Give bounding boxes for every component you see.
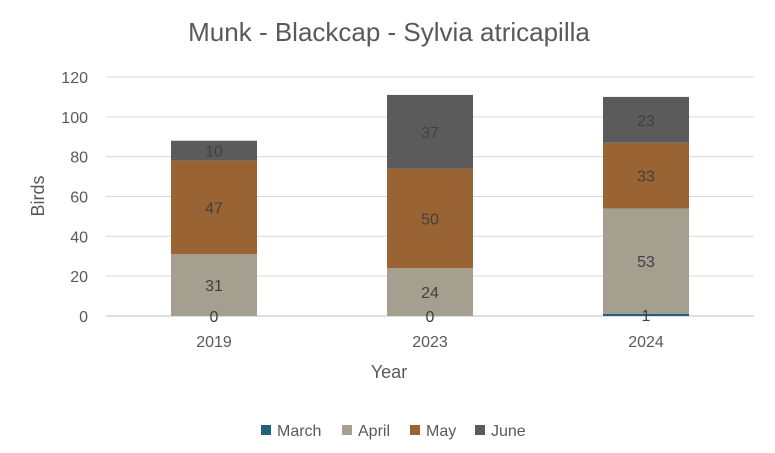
data-label: 47 — [205, 200, 223, 217]
x-tick-label: 2024 — [628, 334, 664, 351]
x-tick-label: 2023 — [412, 334, 448, 351]
bar-march — [603, 314, 689, 316]
data-label: 10 — [205, 144, 223, 161]
data-label: 1 — [642, 308, 651, 325]
y-tick-label: 40 — [70, 229, 88, 246]
bars — [171, 94, 689, 316]
data-label: 23 — [637, 113, 655, 130]
y-tick-label: 100 — [61, 110, 88, 127]
legend-swatch-june — [475, 425, 485, 435]
x-tick-label: 2019 — [196, 334, 232, 351]
chart-title: Munk - Blackcap - Sylvia atricapilla — [188, 17, 590, 47]
y-tick-label: 120 — [61, 70, 88, 87]
legend-label: May — [426, 423, 456, 440]
y-tick-label: 0 — [79, 309, 88, 326]
data-label: 37 — [421, 125, 439, 142]
y-axis-title: Birds — [28, 175, 48, 216]
legend-swatch-april — [342, 425, 352, 435]
data-label: 24 — [421, 285, 439, 302]
legend-swatch-may — [410, 425, 420, 435]
y-tick-label: 60 — [70, 190, 88, 207]
legend-swatch-march — [261, 425, 271, 435]
data-label: 31 — [205, 278, 223, 295]
bar-june — [387, 94, 473, 169]
bar-april — [387, 268, 473, 316]
data-label: 0 — [210, 309, 219, 326]
legend-label: June — [491, 423, 526, 440]
y-axis-ticks: 0 20 40 60 80 100 120 — [61, 70, 88, 326]
x-axis-ticks: 2019 2023 2024 — [196, 334, 664, 351]
bar-june — [171, 140, 257, 161]
data-label: 53 — [637, 254, 655, 271]
data-labels: 0 31 47 10 0 24 50 37 1 53 33 23 — [205, 113, 655, 326]
bar-april — [603, 208, 689, 315]
bar-april — [171, 254, 257, 316]
data-label: 33 — [637, 169, 655, 186]
data-label: 50 — [421, 211, 439, 228]
legend-label: March — [277, 423, 321, 440]
y-tick-label: 80 — [70, 150, 88, 167]
legend: March April May June — [261, 423, 526, 440]
y-tick-label: 20 — [70, 269, 88, 286]
bar-june — [603, 96, 689, 143]
bar-may — [171, 160, 257, 255]
data-label: 0 — [426, 309, 435, 326]
x-axis-title: Year — [371, 362, 407, 382]
bar-may — [603, 142, 689, 209]
bar-may — [387, 168, 473, 269]
legend-label: April — [358, 423, 390, 440]
